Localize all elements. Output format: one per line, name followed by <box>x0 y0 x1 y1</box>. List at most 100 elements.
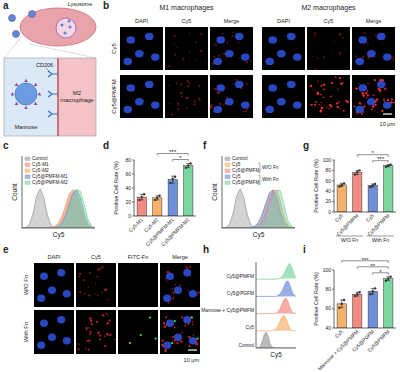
cy5-signal <box>358 83 359 84</box>
cy5-signal <box>364 32 366 34</box>
cy5-signal <box>246 83 248 85</box>
cy5-signal <box>314 34 316 36</box>
y-tick <box>132 202 134 203</box>
cy5-signal <box>114 339 115 340</box>
legend-label: Control <box>32 156 47 161</box>
cy5-signal <box>367 42 369 44</box>
error-bar <box>371 288 375 294</box>
legend-swatch <box>225 169 230 173</box>
nucleus <box>151 101 160 108</box>
replicate-point <box>356 171 358 173</box>
nucleus <box>163 294 171 301</box>
cy5-signal <box>226 42 228 44</box>
replicate-point <box>156 197 158 199</box>
micrograph-bg <box>34 310 74 354</box>
y-tick <box>332 289 334 290</box>
legend-bracket <box>258 163 260 173</box>
cy5-signal <box>221 33 223 35</box>
bar <box>384 279 393 328</box>
category-label: Cy5@PMFM <box>335 212 360 237</box>
nucleus <box>189 337 197 344</box>
nucleus <box>183 316 191 323</box>
cy5-signal <box>330 95 332 97</box>
cy5-signal <box>181 332 182 333</box>
cy5-signal <box>79 344 80 345</box>
tick-label: 20 <box>325 198 331 204</box>
category-label: Cy5@PMFM <box>366 328 391 353</box>
cy5-signal <box>197 294 199 296</box>
legend-label: Cy5@PMFM <box>232 180 260 185</box>
cy5-signal <box>108 320 110 322</box>
replicate-point <box>372 184 374 186</box>
mannose <box>24 79 28 82</box>
label: Cy5 <box>91 254 101 260</box>
nucleus <box>145 33 154 40</box>
cy5-signal <box>197 292 198 293</box>
nucleus <box>213 106 222 113</box>
mannose <box>11 92 15 95</box>
particle <box>67 19 70 22</box>
histogram <box>22 190 95 228</box>
cy5-signal <box>343 110 345 112</box>
panel-letter: g <box>303 140 309 151</box>
zoom-line <box>30 44 96 58</box>
cy5-signal <box>172 291 174 293</box>
cy5-signal <box>170 65 171 66</box>
micrograph <box>34 263 74 307</box>
cy5-signal <box>391 98 393 100</box>
panel-letter: e <box>3 244 9 255</box>
significance: * <box>372 150 375 156</box>
nucleus <box>358 84 367 91</box>
cy5-signal <box>76 343 77 344</box>
cy5-signal <box>161 344 164 347</box>
replicate-point <box>389 163 391 165</box>
nucleus <box>123 58 132 65</box>
cy5-signal <box>97 276 99 278</box>
lysosome <box>56 18 76 38</box>
y-tick <box>132 174 134 175</box>
cy5-signal <box>333 40 334 41</box>
cy5-signal <box>97 268 99 270</box>
micrograph <box>76 310 116 354</box>
cy5-signal <box>335 76 337 78</box>
replicate-point <box>369 293 371 295</box>
cy5-signal <box>198 291 200 293</box>
legend-group: W/O Fn <box>262 165 279 170</box>
cy5-signal <box>323 50 324 51</box>
replicate-point <box>341 184 343 186</box>
nucleus <box>225 98 234 105</box>
bar <box>353 172 362 212</box>
cy5-signal <box>109 334 111 336</box>
replicate-point <box>343 299 345 301</box>
nucleus <box>57 269 65 276</box>
nucleus <box>189 290 197 297</box>
replicate-point <box>143 193 145 195</box>
cy5-signal <box>174 327 176 329</box>
tick-label: 40 <box>325 188 331 194</box>
cy5-signal <box>205 61 207 63</box>
particle <box>60 23 63 26</box>
legend-label: Cy5 <box>232 162 241 167</box>
cy5-signal <box>326 107 327 108</box>
micrograph-bg <box>76 310 116 354</box>
cy5-signal <box>224 103 226 105</box>
nucleus <box>183 269 191 276</box>
cy5-signal <box>213 56 215 58</box>
cy5-signal <box>194 103 196 105</box>
cy5-signal <box>344 49 345 50</box>
cy5-signal <box>96 321 98 323</box>
label: Cy5 <box>182 18 192 24</box>
cy5-signal <box>167 302 169 304</box>
cy5-signal <box>95 294 96 295</box>
cy5-signal <box>339 33 342 36</box>
cy5-signal <box>345 100 347 102</box>
cy5-signal <box>384 101 385 102</box>
cy5-signal <box>83 279 85 281</box>
error-bar <box>340 300 344 308</box>
error-bar <box>155 196 159 200</box>
cy5-signal <box>85 348 87 350</box>
nucleus <box>235 33 244 40</box>
micrograph <box>307 27 350 70</box>
legend-label: Cy5-M2 <box>32 168 49 173</box>
x-axis <box>256 348 296 349</box>
